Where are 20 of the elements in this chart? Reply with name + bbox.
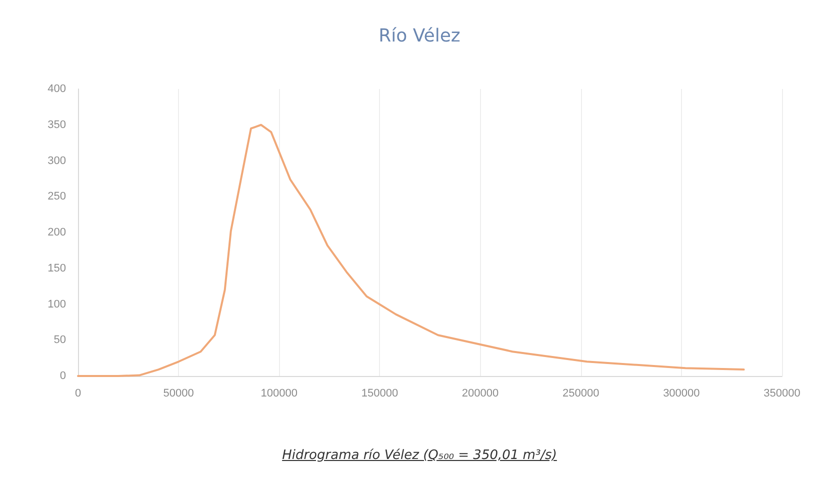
- text: Hidrograma río Vélez (Q₅₀₀ = 350,01 m³/s): [281, 448, 558, 463]
- y-tick-label: 250: [48, 190, 66, 203]
- x-tick-label: 300000: [663, 388, 700, 400]
- y-tick-label: 400: [48, 83, 66, 95]
- x-tick-label: 350000: [764, 388, 800, 400]
- y-tick-label: 300: [48, 154, 66, 167]
- x-tick-label: 250000: [562, 388, 600, 400]
- y-tick-label: 0: [60, 370, 66, 382]
- x-tick-label: 0: [74, 388, 82, 400]
- x-tick-label: 50000: [163, 388, 194, 400]
- x-tick-label: 100000: [260, 388, 298, 400]
- chart-title: Río Vélez: [378, 26, 460, 46]
- y-tick-label: 100: [48, 298, 66, 310]
- y-tick-label: 350: [48, 118, 66, 131]
- y-tick-label: 50: [54, 334, 66, 346]
- line-series: [77, 124, 745, 377]
- x-tick-label: 150000: [361, 388, 398, 400]
- y-tick-label: 150: [48, 262, 66, 274]
- y-tick-label: 200: [48, 226, 66, 238]
- x-tick-label: 200000: [462, 388, 499, 400]
